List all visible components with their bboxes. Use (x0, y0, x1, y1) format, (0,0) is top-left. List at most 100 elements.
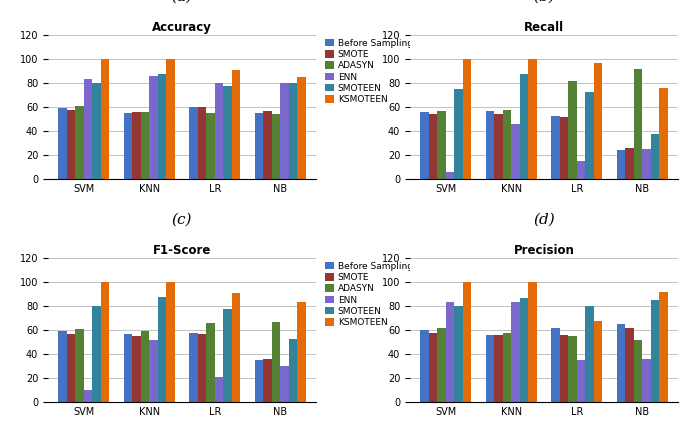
Bar (214, 83, 223, 179)
Bar (149, 340, 158, 402)
Bar (616, 324, 625, 402)
Bar (67, 334, 75, 402)
Bar (288, 83, 297, 179)
Bar (198, 334, 206, 402)
Bar (223, 309, 232, 402)
Bar (625, 148, 634, 179)
Bar (577, 161, 585, 179)
Bar (75, 106, 84, 179)
Bar (528, 282, 537, 402)
Bar (124, 334, 132, 402)
Bar (124, 113, 132, 179)
Bar (560, 335, 569, 402)
Text: (a): (a) (171, 0, 192, 4)
Text: (c): (c) (172, 213, 192, 227)
Bar (463, 282, 471, 402)
Bar (634, 69, 642, 179)
Bar (84, 79, 92, 179)
Text: (d): (d) (533, 213, 555, 227)
Bar (232, 293, 240, 402)
Bar (189, 333, 198, 402)
Bar (141, 112, 149, 179)
Bar (101, 59, 110, 179)
Text: (b): (b) (533, 0, 555, 4)
Bar (642, 149, 651, 179)
Bar (132, 112, 141, 179)
Bar (288, 339, 297, 402)
Bar (659, 292, 668, 402)
Bar (297, 301, 306, 402)
Bar (512, 124, 520, 179)
Title: F1-Score: F1-Score (153, 244, 211, 257)
Bar (503, 333, 512, 402)
Bar (585, 91, 594, 179)
Bar (297, 77, 306, 179)
Bar (214, 377, 223, 402)
Bar (503, 110, 512, 179)
Bar (429, 114, 438, 179)
Bar (75, 329, 84, 402)
Bar (272, 114, 280, 179)
Bar (206, 113, 214, 179)
Title: Recall: Recall (524, 21, 564, 34)
Bar (495, 335, 503, 402)
Bar (92, 306, 101, 402)
Bar (569, 336, 577, 402)
Bar (560, 117, 569, 179)
Bar (569, 81, 577, 179)
Bar (421, 330, 429, 402)
Bar (486, 111, 495, 179)
Bar (446, 172, 454, 179)
Bar (594, 63, 602, 179)
Bar (255, 360, 263, 402)
Bar (158, 74, 166, 179)
Legend: Before Sampling, SMOTE, ADASYN, ENN, SMOTEEN, KSMOTEEN: Before Sampling, SMOTE, ADASYN, ENN, SMO… (323, 37, 414, 106)
Bar (446, 301, 454, 402)
Bar (651, 133, 659, 179)
Bar (223, 86, 232, 179)
Bar (625, 328, 634, 402)
Bar (101, 282, 110, 402)
Bar (272, 322, 280, 402)
Bar (616, 150, 625, 179)
Bar (659, 88, 668, 179)
Title: Precision: Precision (514, 244, 575, 257)
Bar (634, 340, 642, 402)
Bar (429, 333, 438, 402)
Bar (166, 59, 175, 179)
Bar (454, 306, 463, 402)
Bar (198, 107, 206, 179)
Bar (594, 321, 602, 402)
Bar (280, 83, 288, 179)
Bar (463, 59, 471, 179)
Bar (280, 366, 288, 402)
Bar (206, 323, 214, 402)
Bar (263, 111, 272, 179)
Bar (642, 359, 651, 402)
Bar (149, 76, 158, 179)
Legend: Before Sampling, SMOTE, ADASYN, ENN, SMOTEEN, KSMOTEEN: Before Sampling, SMOTE, ADASYN, ENN, SMO… (323, 260, 414, 329)
Bar (166, 282, 175, 402)
Bar (551, 116, 560, 179)
Bar (585, 306, 594, 402)
Bar (141, 332, 149, 402)
Bar (421, 112, 429, 179)
Bar (551, 328, 560, 402)
Bar (255, 113, 263, 179)
Bar (520, 298, 528, 402)
Bar (84, 390, 92, 402)
Bar (577, 360, 585, 402)
Bar (189, 107, 198, 179)
Bar (438, 111, 446, 179)
Bar (454, 89, 463, 179)
Bar (58, 108, 67, 179)
Bar (520, 74, 528, 179)
Bar (263, 359, 272, 402)
Bar (651, 300, 659, 402)
Bar (67, 110, 75, 179)
Title: Accuracy: Accuracy (152, 21, 212, 34)
Bar (512, 301, 520, 402)
Bar (495, 114, 503, 179)
Bar (486, 335, 495, 402)
Bar (58, 332, 67, 402)
